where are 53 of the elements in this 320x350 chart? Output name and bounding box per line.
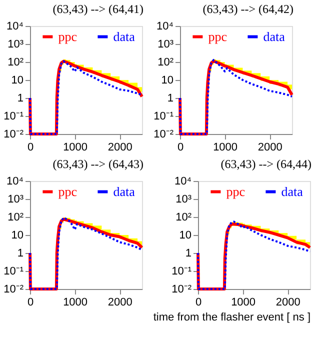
x-tick-label: 0 [27, 296, 34, 308]
legend-label: ppc [58, 184, 78, 199]
x-tick-label: 2000 [258, 142, 282, 154]
chart-title: (63,43) --> (64,44) [220, 157, 312, 171]
y-tick-label: 1 [17, 92, 24, 104]
y-tick-label: 10⁴ [174, 176, 192, 188]
y-tick-label: 1 [17, 248, 24, 260]
y-tick-label: 10⁴ [156, 20, 174, 32]
y-tick-label: 10² [8, 212, 24, 224]
x-tick-label: 0 [177, 142, 184, 154]
x-tick-label: 1000 [63, 296, 88, 308]
y-tick-label: 10 [179, 230, 192, 242]
x-tick-label: 2000 [276, 296, 300, 308]
y-tick-label: 10⁻¹ [154, 110, 174, 122]
y-tick-label: 10⁴ [6, 176, 24, 188]
y-tick-label: 10³ [176, 194, 192, 206]
legend-label: data [263, 28, 286, 44]
chart-title: (63,43) --> (64,43) [52, 157, 144, 171]
y-tick-label: 1 [167, 92, 174, 104]
y-tick-label: 10⁻² [4, 284, 24, 296]
x-tick-label: 1000 [231, 296, 256, 308]
y-tick-label: 10³ [8, 38, 24, 50]
x-tick-label: 1000 [213, 142, 238, 154]
x-axis-title: time from the flasher event [ ns ] [153, 312, 310, 324]
y-tick-label: 10⁻² [172, 284, 192, 296]
x-tick-label: 2000 [108, 142, 132, 154]
y-tick-label: 1 [185, 248, 192, 260]
y-tick-label: 10³ [8, 194, 24, 206]
x-tick-label: 2000 [108, 296, 132, 308]
y-tick-label: 10⁴ [6, 20, 24, 32]
series-label: ppc [226, 184, 246, 199]
y-tick-label: 10⁻² [154, 128, 174, 140]
y-tick-label: 10⁻¹ [4, 110, 24, 122]
y-tick-label: 10 [11, 74, 24, 86]
y-tick-label: 10⁻² [4, 128, 24, 140]
x-tick-label: 0 [195, 296, 202, 308]
y-tick-label: 10³ [158, 38, 174, 50]
y-tick-label: 10 [161, 74, 174, 86]
chart-title: (63,43) --> (64,41) [52, 2, 144, 16]
legend-label: data [281, 184, 304, 199]
x-tick-label: 1000 [63, 142, 88, 154]
chart-title: (63,43) --> (64,42) [202, 2, 294, 16]
series-label: ppc [208, 28, 228, 44]
legend-label: ppc [58, 28, 78, 44]
y-tick-label: 10² [158, 56, 174, 68]
y-tick-label: 10 [11, 230, 24, 242]
y-tick-label: 10⁻¹ [172, 266, 192, 278]
x-tick-label: 0 [27, 142, 34, 154]
y-tick-label: 10² [8, 56, 24, 68]
y-tick-label: 10² [176, 212, 192, 224]
y-tick-label: 10⁻¹ [4, 266, 24, 278]
legend-label: data [113, 184, 136, 199]
legend-label: data [113, 28, 136, 44]
